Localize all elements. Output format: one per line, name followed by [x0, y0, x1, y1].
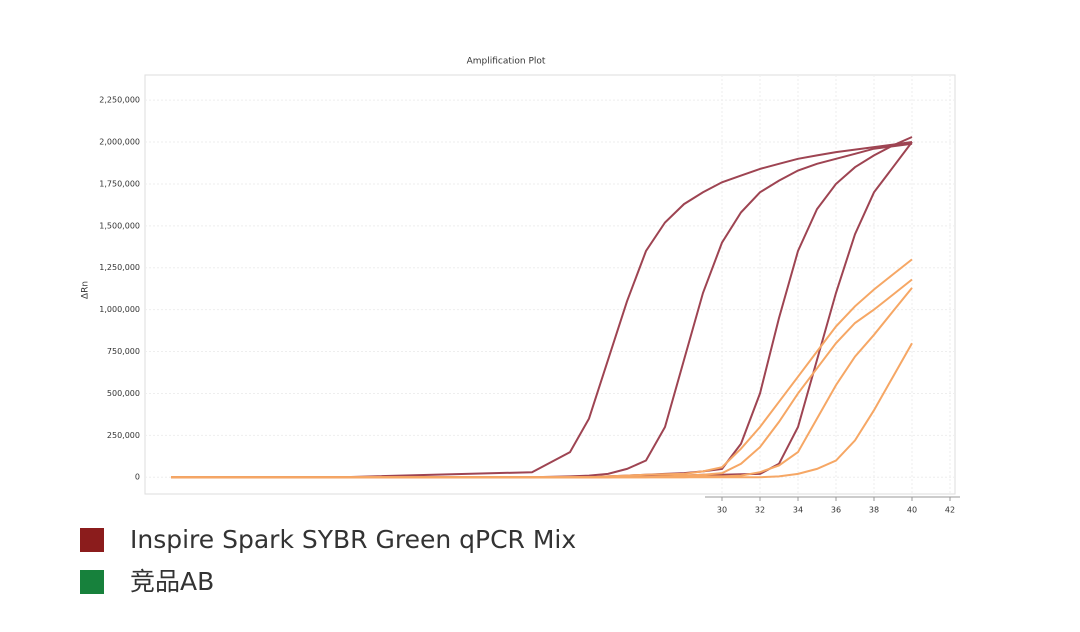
legend-label: 竞品AB — [130, 567, 214, 596]
y-tick-label: 2,000,000 — [99, 138, 140, 147]
chart-title: Amplification Plot — [467, 57, 546, 67]
series-line — [171, 142, 913, 479]
x-tick-label: 40 — [907, 506, 917, 515]
x-tick-label: 34 — [793, 506, 803, 515]
series-line — [171, 342, 913, 479]
x-tick-label: 42 — [945, 506, 955, 515]
y-tick-label: 2,250,000 — [99, 96, 140, 105]
legend-swatch — [80, 570, 104, 594]
plot-frame — [144, 74, 956, 495]
y-tick-label: 750,000 — [107, 347, 140, 356]
x-tick-label: 38 — [869, 506, 879, 515]
y-tick-label: 1,500,000 — [99, 221, 140, 230]
y-tick-label: 250,000 — [107, 431, 140, 440]
y-tick-label: 1,000,000 — [99, 305, 140, 314]
series-line — [171, 141, 913, 479]
y-tick-label: 500,000 — [107, 389, 140, 398]
legend-label: Inspire Spark SYBR Green qPCR Mix — [130, 525, 576, 554]
x-tick-label: 32 — [755, 506, 765, 515]
y-tick-label: 1,250,000 — [99, 263, 140, 272]
y-tick-label: 0 — [135, 473, 140, 482]
x-tick-label: 30 — [717, 506, 727, 515]
legend-swatch — [80, 528, 104, 552]
y-axis-label: ΔRn — [81, 281, 91, 299]
y-tick-label: 1,750,000 — [99, 179, 140, 188]
x-tick-label: 36 — [831, 506, 841, 515]
